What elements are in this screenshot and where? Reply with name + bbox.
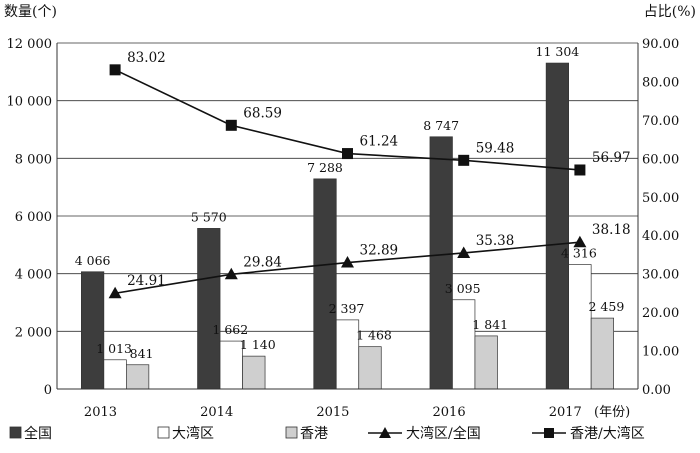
line-value-label: 61.24 — [360, 134, 399, 150]
bar-香港 — [358, 346, 382, 390]
triangle-marker — [224, 267, 238, 280]
x-tick-label: 2014 — [200, 405, 233, 420]
bar-大湾区 — [103, 359, 127, 390]
bar-value-label: 5 570 — [191, 209, 227, 224]
bar-value-label: 1 140 — [240, 337, 276, 352]
bar-value-label: 4 066 — [75, 253, 111, 268]
line-value-label: 68.59 — [243, 105, 282, 121]
bar-value-label: 1 468 — [356, 328, 392, 343]
legend-label: 大湾区/全国 — [406, 425, 481, 442]
bar-value-label: 841 — [130, 346, 154, 361]
bar-value-label: 1 013 — [96, 341, 132, 356]
line-value-label: 38.18 — [592, 222, 631, 238]
bar-全国 — [313, 178, 337, 390]
legend-swatch — [285, 426, 298, 439]
line-value-label: 35.38 — [476, 233, 515, 249]
legend-label: 大湾区 — [172, 425, 214, 442]
lines — [108, 64, 587, 299]
y-tick-label-left: 6 000 — [15, 210, 52, 225]
y-tick-label-right: 30.00 — [642, 268, 679, 283]
x-tick-label: 2015 — [316, 405, 349, 420]
bar-全国 — [80, 271, 105, 390]
bar-value-label: 1 662 — [212, 322, 248, 337]
y-axis-title-left: 数量(个) — [4, 4, 57, 20]
bar-全国 — [197, 228, 221, 390]
square-marker — [225, 119, 237, 131]
triangle-marker — [457, 246, 471, 258]
legend-label: 香港 — [300, 426, 328, 442]
y-tick-label-right: 90.00 — [642, 37, 679, 52]
y-tick-label-right: 80.00 — [642, 75, 679, 90]
y-tick-label-right: 60.00 — [642, 152, 679, 167]
legend-square-marker — [544, 428, 554, 438]
bar-value-label: 7 288 — [307, 160, 343, 175]
bar-value-label: 2 397 — [329, 301, 365, 316]
legend-swatch — [157, 426, 170, 439]
triangle-marker — [341, 256, 354, 268]
y-tick-label-left: 10 000 — [7, 95, 53, 110]
line-value-label: 59.48 — [476, 140, 515, 156]
square-marker — [458, 154, 470, 166]
x-tick-label: 2016 — [433, 405, 466, 420]
y-tick-label-right: 40.00 — [642, 229, 679, 244]
line-value-label: 83.02 — [127, 50, 166, 66]
y-tick-label-left: 2 000 — [15, 325, 52, 340]
gridlines — [57, 42, 638, 332]
line-value-label: 29.84 — [243, 254, 282, 270]
triangle-marker — [573, 235, 587, 248]
bar-value-label: 2 459 — [589, 299, 625, 314]
y-tick-label-right: 10.00 — [642, 345, 679, 360]
line-value-label: 56.97 — [592, 150, 631, 166]
x-axis-unit: (年份) — [594, 405, 630, 420]
bar-全国 — [545, 62, 570, 390]
line-value-label: 24.91 — [127, 273, 166, 289]
y-tick-label-left: 0 — [44, 383, 52, 398]
legend-label: 全国 — [24, 425, 52, 442]
bar-value-label: 11 304 — [536, 44, 580, 59]
bar-香港 — [590, 317, 615, 390]
square-marker — [574, 164, 586, 176]
legend-label: 香港/大湾区 — [570, 425, 645, 442]
square-marker — [342, 148, 353, 160]
triangle-marker — [108, 286, 122, 299]
y-tick-label-left: 4 000 — [15, 268, 52, 283]
bar-香港 — [242, 355, 266, 390]
bar-value-label: 3 095 — [445, 281, 481, 296]
y-tick-label-right: 50.00 — [642, 191, 679, 206]
y-tick-label-right: 70.00 — [642, 114, 679, 129]
axes: 0 2 000 4 000 6 000 8 000 10 000 12 000 0.00 10.… — [4, 4, 696, 420]
data-labels: 4 066 5 570 7 288 8 747 11 304 1 013 1 662 2 39… — [75, 44, 631, 361]
legend: 全国 大湾区 香港 大湾区/全国 香港/大湾区 — [9, 425, 645, 442]
bar-value-label: 1 841 — [472, 317, 508, 332]
y-tick-label-left: 8 000 — [15, 152, 52, 167]
bar-香港 — [125, 364, 150, 390]
bar-全国 — [429, 136, 453, 390]
line-大湾区/全国 — [114, 241, 580, 295]
bar-香港 — [474, 335, 498, 390]
y-tick-label-left: 12 000 — [7, 37, 53, 52]
y-tick-label-right: 20.00 — [642, 306, 679, 321]
legend-swatch — [9, 426, 22, 439]
y-tick-label-right: 0.00 — [642, 383, 671, 398]
line-value-label: 32.89 — [360, 243, 399, 259]
x-tick-label: 2013 — [84, 405, 117, 420]
square-marker — [109, 64, 121, 76]
bar-大湾区 — [568, 264, 592, 390]
y-axis-title-right: 占比(%) — [644, 4, 696, 20]
bar-value-label: 8 747 — [423, 118, 459, 133]
x-tick-label: 2017 — [549, 405, 582, 420]
legend-triangle-marker — [379, 427, 391, 438]
bar-value-label: 4 316 — [561, 246, 597, 261]
bar-大湾区 — [452, 299, 476, 390]
bars — [80, 62, 615, 390]
